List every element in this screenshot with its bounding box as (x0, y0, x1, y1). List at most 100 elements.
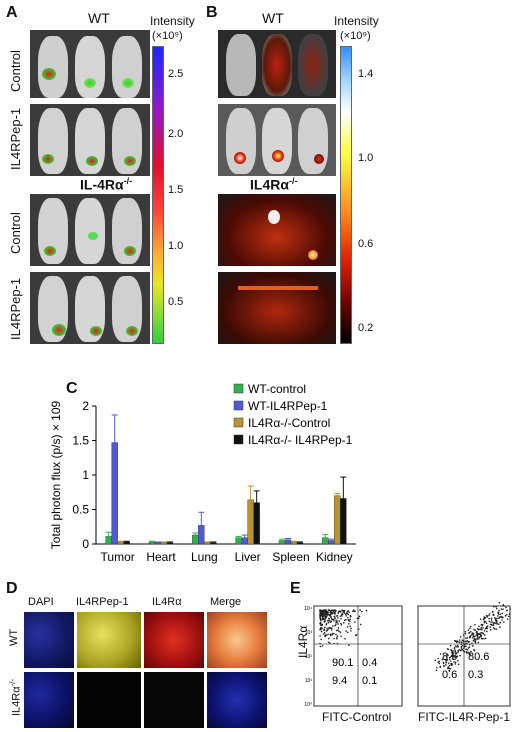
flow-event (499, 613, 502, 616)
flow-event (450, 649, 453, 652)
flow-event (455, 652, 458, 654)
flow-event (328, 609, 330, 611)
flow-event (437, 657, 440, 660)
flow-event (491, 621, 494, 623)
flow-event (508, 613, 511, 615)
flow-event (354, 634, 357, 637)
flow-event (461, 644, 464, 647)
flow-event (471, 642, 473, 645)
flow-event (499, 626, 501, 628)
flow-quadrant-value: 8.5 (442, 651, 457, 663)
flow-event (509, 608, 511, 610)
flow-event (498, 617, 500, 620)
flow-event (324, 615, 326, 617)
flow-event (452, 658, 455, 660)
chart-x-tick-label: Spleen (272, 550, 309, 564)
flow-event (469, 627, 471, 630)
flow-event (480, 623, 483, 626)
panel-label-b: B (206, 4, 218, 21)
flow-event (466, 637, 469, 639)
flow-event (464, 632, 467, 635)
flow-event (337, 617, 339, 619)
flow-event (498, 616, 501, 619)
flow-event (448, 667, 451, 670)
flow-event (336, 614, 339, 617)
flow-event (348, 622, 350, 625)
panel-d-ko-pep (77, 672, 141, 728)
flow-event (477, 641, 480, 644)
flow-event (488, 614, 490, 617)
flow-event (460, 643, 463, 646)
flow-event (338, 610, 341, 613)
flow-event (468, 646, 471, 648)
flow-event (475, 635, 477, 637)
flow-event (347, 618, 350, 621)
panel-a-row-label-1: Control (8, 50, 23, 92)
flow-event (357, 617, 360, 619)
flow-event (328, 627, 330, 629)
chart-y-tick-label: 1 (82, 468, 89, 482)
flow-event (335, 633, 337, 636)
panel-d-row-ko-sup: -/- (8, 678, 17, 687)
flow-event (361, 610, 363, 613)
flow-event (337, 629, 339, 631)
flow-event (483, 621, 486, 624)
flow-event (341, 615, 343, 617)
flow-event (319, 628, 322, 630)
flow-event (468, 632, 471, 634)
flow-event (320, 611, 322, 613)
flow-event (320, 618, 322, 621)
flow-event (505, 606, 507, 609)
flow-event (357, 628, 360, 630)
flow-event (496, 617, 498, 620)
flow-event (326, 629, 329, 632)
flow-event (461, 648, 464, 651)
flow-event (490, 619, 493, 621)
flow-event (483, 616, 486, 618)
flow-event (329, 642, 331, 645)
flow-event (449, 644, 452, 647)
panel-d-col-pep: IL4RPep-1 (76, 596, 129, 608)
panel-e-xlabel-1: FITC-Control (322, 710, 392, 724)
flow-event (482, 618, 485, 621)
flow-event (479, 618, 482, 621)
flow-event (452, 653, 454, 656)
flow-event (444, 658, 447, 661)
flow-event (346, 616, 349, 619)
flow-event (498, 623, 500, 625)
panel-d-row-ko: IL4Rα-/- (8, 679, 23, 716)
flow-event (454, 649, 456, 651)
flow-event (458, 649, 461, 651)
flow-event (327, 621, 330, 624)
flow-event (331, 618, 334, 621)
flow-event (455, 640, 458, 642)
flow-event (341, 613, 344, 616)
flow-event (342, 611, 344, 613)
flow-event (323, 620, 325, 623)
chart-bar (334, 495, 341, 545)
flow-event (334, 609, 336, 612)
panel-b-title-wt: WT (262, 10, 284, 26)
flow-event (494, 618, 497, 620)
flow-event (500, 615, 502, 618)
flow-event (323, 631, 326, 634)
flow-event (463, 650, 466, 653)
flow-event (356, 617, 359, 620)
flow-event (473, 628, 475, 631)
flow-event (438, 660, 441, 663)
legend-swatch (233, 400, 244, 411)
flow-event (485, 614, 488, 617)
flow-quadrant-value: 0.3 (468, 669, 483, 681)
flow-event (498, 601, 501, 604)
legend-label: IL4Rα-/-Control (248, 416, 330, 430)
flow-event (327, 641, 330, 644)
flow-event (483, 634, 486, 636)
panel-label-a: A (6, 4, 18, 21)
chart-x-tick-label: Kidney (316, 550, 353, 564)
panel-d-wt-merge (207, 612, 267, 668)
panel-label-e: E (290, 580, 301, 597)
flow-event (470, 634, 473, 636)
flow-event (497, 613, 500, 615)
flow-event (458, 639, 461, 641)
flow-event (435, 669, 438, 672)
